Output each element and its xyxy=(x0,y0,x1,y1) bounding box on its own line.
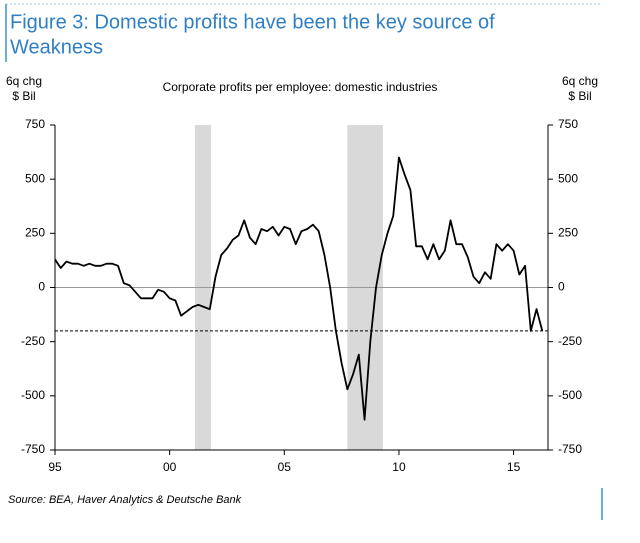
x-tick-label: 05 xyxy=(278,460,292,474)
y-tick-label: 750 xyxy=(25,117,45,131)
y-tick-label: -250 xyxy=(21,334,45,348)
chart-subtitle: Corporate profits per employee: domestic… xyxy=(163,80,438,94)
source: Source: BEA, Haver Analytics & Deutsche … xyxy=(8,494,242,506)
x-tick-label: 95 xyxy=(48,460,62,474)
chart-title: Weakness xyxy=(10,36,103,58)
y2-tick-label: 250 xyxy=(558,226,578,240)
x-tick-label: 15 xyxy=(507,460,521,474)
y2-axis-label: 6q chg xyxy=(562,74,598,88)
y2-tick-label: -500 xyxy=(558,388,582,402)
y-tick-label: 0 xyxy=(38,280,45,294)
y-axis-label: $ Bil xyxy=(12,89,35,103)
x-tick-label: 00 xyxy=(163,460,177,474)
y2-axis-label: $ Bil xyxy=(568,89,591,103)
y2-tick-label: 750 xyxy=(558,117,578,131)
y-tick-label: 500 xyxy=(25,171,45,185)
y2-tick-label: -750 xyxy=(558,442,582,456)
y-tick-label: -750 xyxy=(21,442,45,456)
x-tick-label: 10 xyxy=(392,460,406,474)
y-tick-label: 250 xyxy=(25,226,45,240)
y-axis-label: 6q chg xyxy=(6,74,42,88)
y2-tick-label: 500 xyxy=(558,171,578,185)
y2-tick-label: 0 xyxy=(558,280,565,294)
series-line xyxy=(54,156,544,421)
y2-tick-label: -250 xyxy=(558,334,582,348)
chart-title: Figure 3: Domestic profits have been the… xyxy=(10,11,495,33)
y-tick-label: -500 xyxy=(21,388,45,402)
